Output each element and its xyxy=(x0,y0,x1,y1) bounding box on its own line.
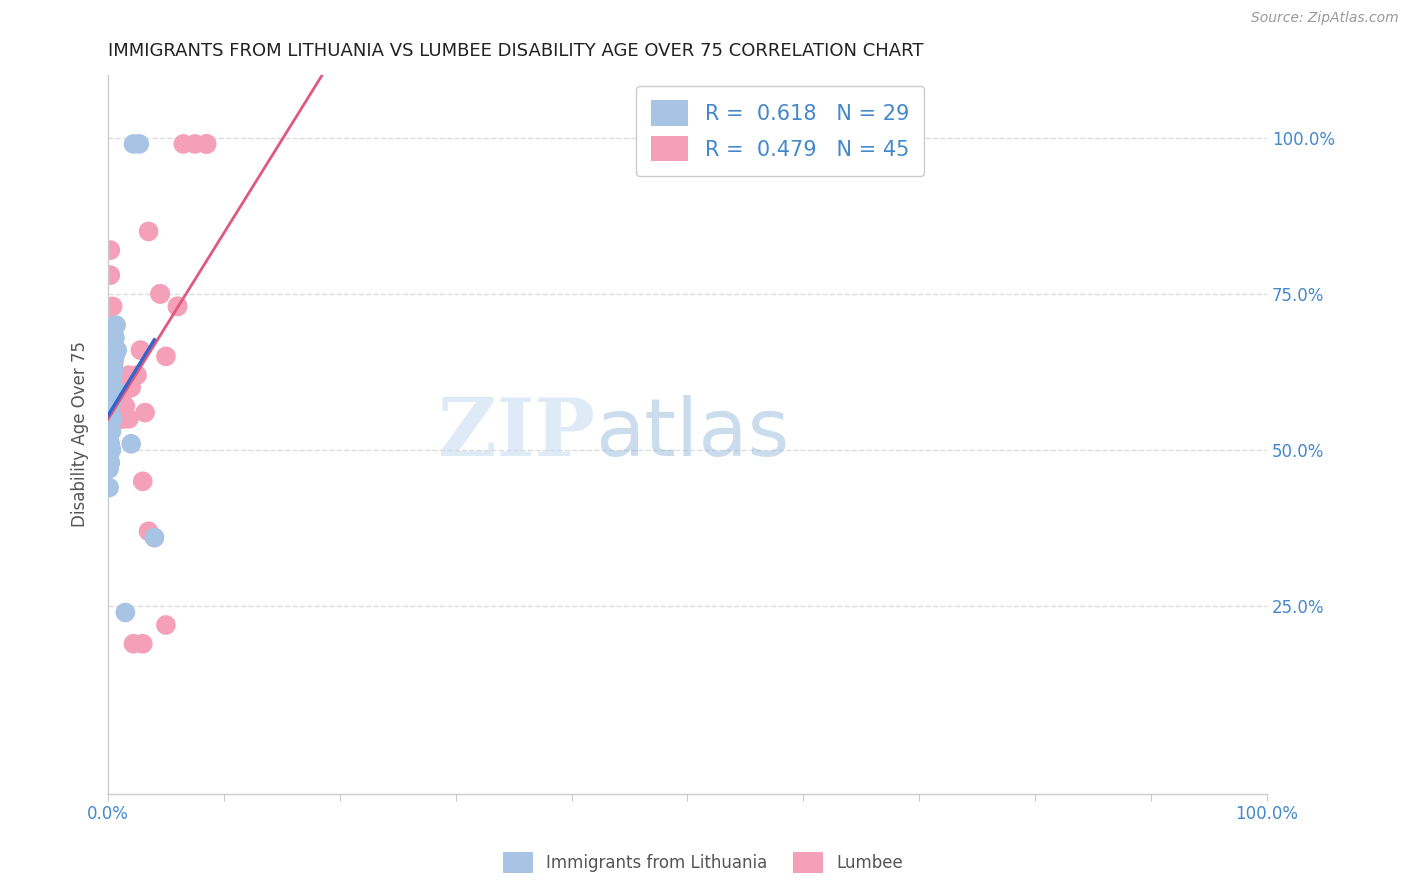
Point xyxy=(104,349,127,363)
Legend: R =  0.618   N = 29, R =  0.479   N = 45: R = 0.618 N = 29, R = 0.479 N = 45 xyxy=(637,86,924,176)
Point xyxy=(138,224,160,238)
Point xyxy=(143,531,166,545)
Point xyxy=(98,481,121,495)
Point xyxy=(98,456,121,470)
Point xyxy=(103,355,125,369)
Point xyxy=(105,368,128,383)
Point xyxy=(125,368,148,383)
Point xyxy=(108,400,131,414)
Text: Source: ZipAtlas.com: Source: ZipAtlas.com xyxy=(1251,11,1399,25)
Point xyxy=(98,443,121,458)
Point xyxy=(118,368,141,383)
Point xyxy=(143,531,166,545)
Point xyxy=(98,243,121,257)
Point xyxy=(105,381,128,395)
Point xyxy=(132,637,155,651)
Point xyxy=(104,393,127,408)
Point xyxy=(100,443,122,458)
Point xyxy=(122,637,145,651)
Point xyxy=(129,343,152,357)
Text: ZIP: ZIP xyxy=(437,395,595,474)
Point xyxy=(118,412,141,426)
Point xyxy=(138,524,160,539)
Point xyxy=(112,412,135,426)
Point xyxy=(105,318,128,332)
Point xyxy=(166,299,188,313)
Point xyxy=(101,368,124,383)
Point xyxy=(184,136,207,151)
Point xyxy=(98,406,121,420)
Point xyxy=(103,361,125,376)
Y-axis label: Disability Age Over 75: Disability Age Over 75 xyxy=(72,342,89,527)
Text: IMMIGRANTS FROM LITHUANIA VS LUMBEE DISABILITY AGE OVER 75 CORRELATION CHART: IMMIGRANTS FROM LITHUANIA VS LUMBEE DISA… xyxy=(108,42,924,60)
Point xyxy=(98,462,121,476)
Point xyxy=(100,393,122,408)
Point xyxy=(195,136,218,151)
Point xyxy=(149,286,172,301)
Point xyxy=(108,381,131,395)
Point xyxy=(104,412,127,426)
Point xyxy=(114,606,136,620)
Point xyxy=(155,349,177,363)
Point xyxy=(172,136,194,151)
Point xyxy=(104,368,127,383)
Point xyxy=(101,336,124,351)
Point xyxy=(105,343,128,357)
Point xyxy=(98,375,121,389)
Point xyxy=(120,437,142,451)
Point xyxy=(100,381,122,395)
Point xyxy=(122,136,145,151)
Point xyxy=(195,136,218,151)
Point xyxy=(105,393,128,408)
Point xyxy=(103,400,125,414)
Point xyxy=(166,299,188,313)
Point xyxy=(149,286,172,301)
Point xyxy=(100,349,122,363)
Point xyxy=(103,381,125,395)
Text: atlas: atlas xyxy=(595,395,789,474)
Point xyxy=(111,412,134,426)
Point xyxy=(104,330,127,344)
Point xyxy=(100,425,122,439)
Point xyxy=(98,393,121,408)
Legend: Immigrants from Lithuania, Lumbee: Immigrants from Lithuania, Lumbee xyxy=(496,846,910,880)
Point xyxy=(114,400,136,414)
Point xyxy=(134,406,156,420)
Point xyxy=(112,406,135,420)
Point xyxy=(98,268,121,282)
Point xyxy=(101,299,124,313)
Point xyxy=(98,425,121,439)
Point xyxy=(101,412,124,426)
Point xyxy=(103,381,125,395)
Point xyxy=(111,393,134,408)
Point xyxy=(98,431,121,445)
Point xyxy=(120,381,142,395)
Point xyxy=(128,136,150,151)
Point xyxy=(100,412,122,426)
Point xyxy=(100,318,122,332)
Point xyxy=(101,393,124,408)
Point xyxy=(98,437,121,451)
Point xyxy=(105,400,128,414)
Point xyxy=(105,412,128,426)
Point xyxy=(132,475,155,489)
Point xyxy=(155,618,177,632)
